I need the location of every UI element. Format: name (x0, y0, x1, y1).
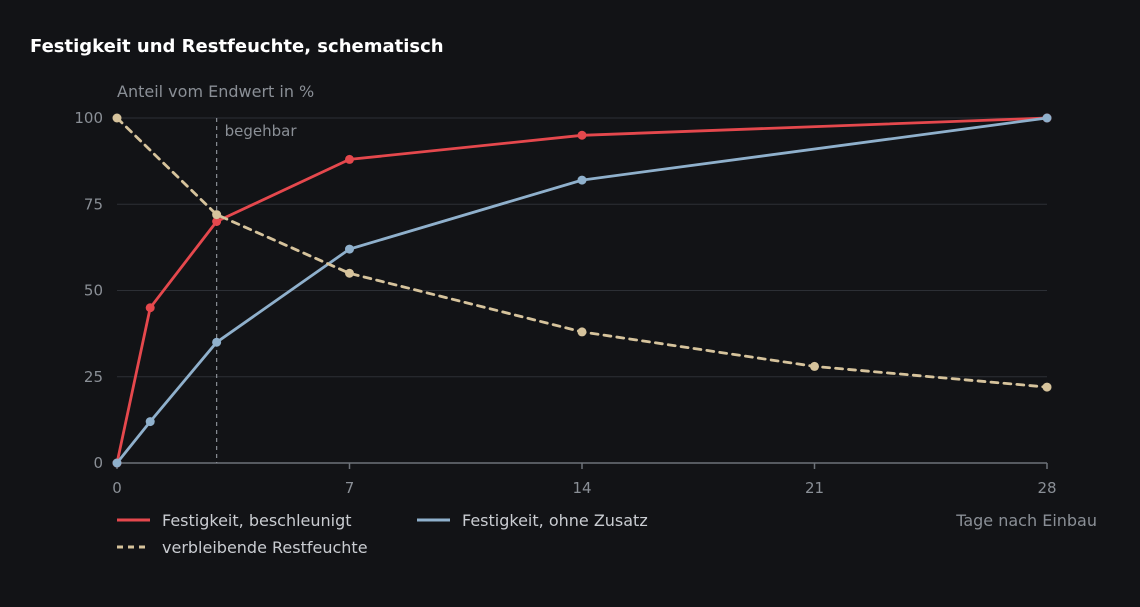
series-2-point-5 (1042, 113, 1052, 123)
series-group (112, 113, 1052, 468)
x-tick-28: 28 (1037, 479, 1056, 497)
x-axis-title: Tage nach Einbau (955, 511, 1097, 530)
y-tick-25: 25 (84, 368, 103, 386)
series-line-2 (115, 116, 1049, 465)
x-tick-14: 14 (572, 479, 591, 497)
series-3-point-5 (1042, 382, 1052, 392)
legend-label-2: Festigkeit, ohne Zusatz (462, 511, 648, 530)
y-tick-50: 50 (84, 282, 103, 300)
y-tick-75: 75 (84, 195, 103, 213)
begehbar-label: begehbar (225, 122, 298, 140)
series-2-point-4 (577, 175, 587, 185)
y-tick-0: 0 (93, 454, 103, 472)
series-3-point-2 (345, 268, 354, 278)
y-axis-title: Anteil vom Endwert in % (117, 82, 314, 101)
x-tick-21: 21 (805, 479, 824, 497)
legend-label-3: verbleibende Restfeuchte (162, 538, 368, 557)
x-tick-labels: 0 7 14 21 28 (112, 463, 1057, 497)
series-line-3 (115, 116, 1049, 389)
series-2-point-1 (145, 417, 155, 427)
series-2-point-2 (212, 337, 222, 347)
chart-title: Festigkeit und Restfeuchte, schematisch (30, 36, 444, 57)
begehbar-marker: begehbar (216, 118, 298, 463)
x-tick-0: 0 (112, 479, 122, 497)
series-1-point-1 (145, 303, 155, 313)
series-2-point-0 (112, 458, 122, 468)
series-1-point-4 (577, 130, 587, 140)
series-line-1 (115, 116, 1049, 465)
grid-lines (117, 117, 1047, 378)
series-1-point-2 (212, 217, 222, 226)
series-3-point-0 (112, 113, 122, 123)
x-tick-7: 7 (345, 479, 355, 497)
y-tick-labels: 0 25 50 75 100 (74, 109, 103, 472)
series-1-point-3 (345, 154, 354, 164)
series-3-point-1 (212, 210, 222, 220)
legend: Festigkeit, beschleunigt Festigkeit, ohne… (117, 511, 648, 557)
series-3-point-3 (577, 327, 587, 337)
legend-label-1: Festigkeit, beschleunigt (162, 511, 352, 530)
y-tick-100: 100 (74, 109, 103, 127)
series-2-point-3 (345, 244, 354, 254)
series-3-point-4 (810, 361, 819, 371)
